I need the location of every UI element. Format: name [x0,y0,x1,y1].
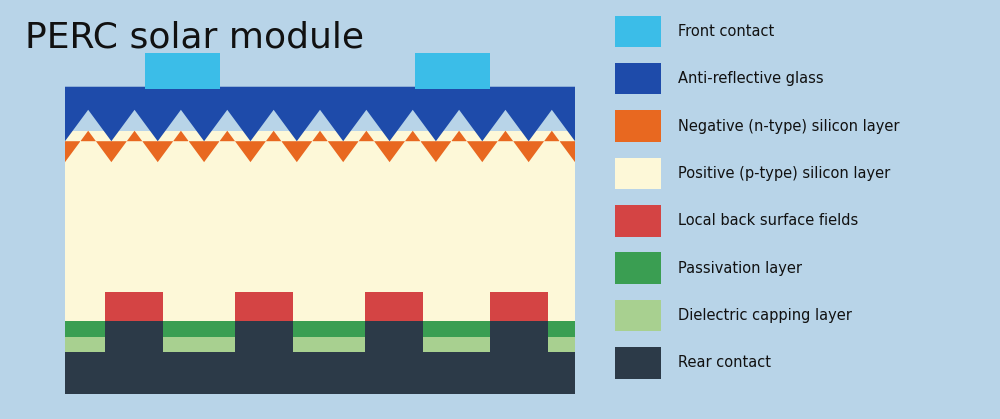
Bar [615,205,661,236]
Polygon shape [65,131,575,162]
Bar [105,292,163,321]
Bar [615,16,661,47]
Bar [615,63,661,94]
Bar [65,352,575,394]
Bar [615,347,661,379]
Bar [615,158,661,189]
Bar [145,53,220,89]
Text: Anti-reflective glass: Anti-reflective glass [678,71,824,86]
Text: PERC solar module: PERC solar module [25,21,364,55]
Bar [65,337,575,352]
Bar [293,321,365,352]
Bar [415,53,490,89]
Bar [423,321,490,352]
Bar [65,321,105,352]
Bar [548,321,575,352]
Bar [490,321,548,352]
Bar [615,300,661,331]
Text: Local back surface fields: Local back surface fields [678,213,858,228]
Text: Rear contact: Rear contact [678,355,771,370]
Bar [65,131,575,321]
Bar [65,337,575,352]
Bar [365,321,423,352]
Polygon shape [65,87,575,141]
Text: Dielectric capping layer: Dielectric capping layer [678,308,852,323]
Bar [105,321,163,352]
Text: Front contact: Front contact [678,24,774,39]
Bar [490,292,548,321]
Bar [615,252,661,284]
Bar [235,292,293,321]
Bar [65,321,575,337]
Text: Positive (p-type) silicon layer: Positive (p-type) silicon layer [678,166,890,181]
Bar [235,321,293,352]
Text: Negative (n-type) silicon layer: Negative (n-type) silicon layer [678,119,900,134]
Bar [615,110,661,142]
Bar [365,292,423,321]
Text: Passivation layer: Passivation layer [678,261,802,276]
Bar [65,321,575,337]
Bar [163,321,235,352]
